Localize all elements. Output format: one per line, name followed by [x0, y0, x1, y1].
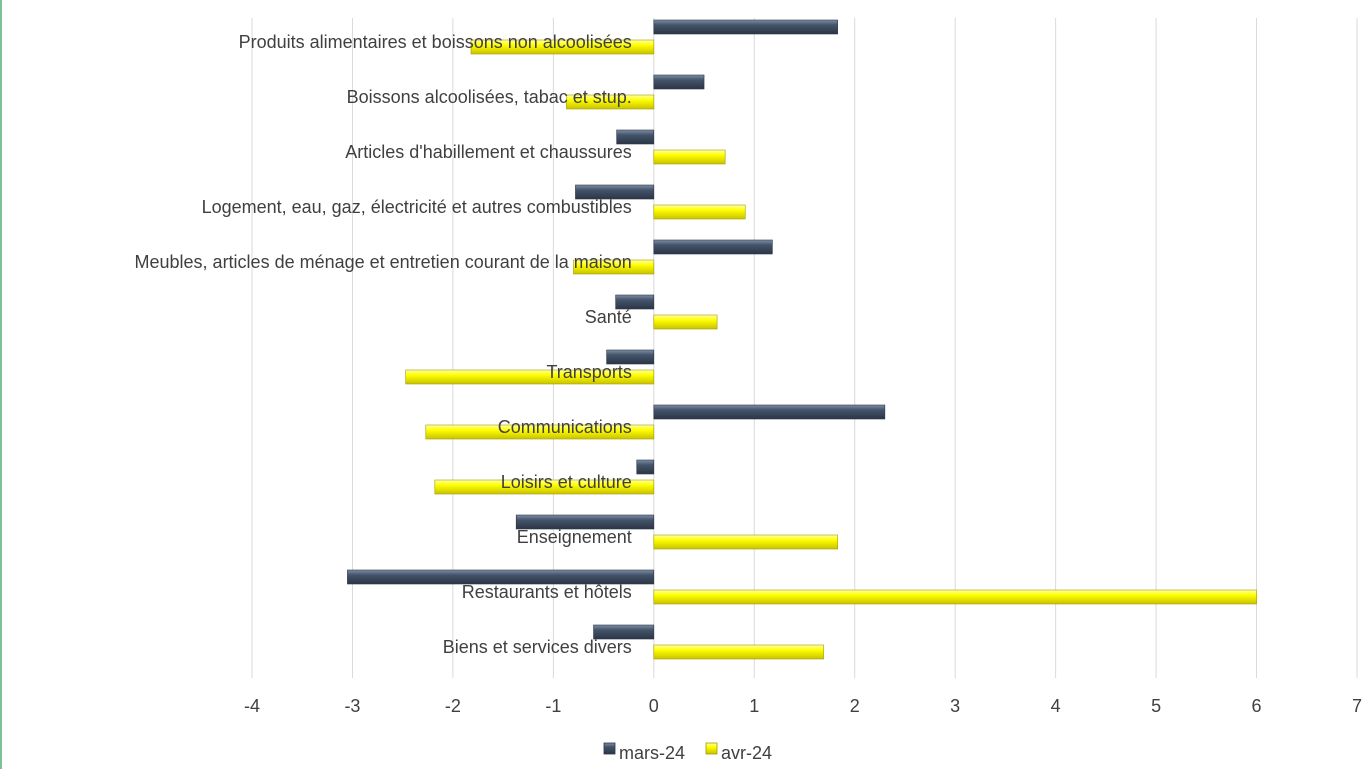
category-label: Loisirs et culture — [501, 472, 632, 492]
category-label: Santé — [585, 307, 632, 327]
bar-mars-24 — [653, 239, 773, 255]
category-labels: Produits alimentaires et boissons non al… — [135, 32, 632, 657]
category-label: Communications — [498, 417, 632, 437]
x-tick-label: -4 — [244, 696, 260, 716]
bar-mars-24 — [615, 294, 655, 310]
bar-avr-24 — [470, 39, 655, 55]
x-tick-label: 5 — [1151, 696, 1161, 716]
legend-label-mars-24: mars-24 — [619, 743, 685, 763]
gridlines — [251, 18, 1358, 678]
category-label: Restaurants et hôtels — [462, 582, 632, 602]
bar-avr-24 — [573, 259, 655, 275]
x-tick-label: 4 — [1051, 696, 1061, 716]
bar-avr-24 — [653, 534, 838, 550]
legend-swatch-mars-24 — [603, 742, 616, 755]
x-tick-label: 6 — [1252, 696, 1262, 716]
category-label: Articles d'habillement et chaussures — [345, 142, 632, 162]
bar-avr-24 — [405, 369, 655, 385]
x-tick-label: 0 — [649, 696, 659, 716]
category-label: Meubles, articles de ménage et entretien… — [135, 252, 632, 272]
x-tick-label: 1 — [749, 696, 759, 716]
bar-avr-24 — [434, 479, 655, 495]
bar-avr-24 — [653, 149, 726, 165]
bar-mars-24 — [575, 184, 655, 200]
bar-avr-24 — [653, 314, 718, 330]
bar-mars-24 — [347, 569, 655, 585]
x-axis-ticks: -4 -3 -2 -1 0 1 2 3 4 5 6 7 — [244, 696, 1362, 716]
bar-mars-24 — [593, 624, 655, 640]
bar-avr-24 — [425, 424, 655, 440]
category-label: Enseignement — [517, 527, 632, 547]
bar-mars-24 — [653, 404, 886, 420]
category-label: Transports — [546, 362, 631, 382]
bar-mars-24 — [515, 514, 655, 530]
legend: mars-24 avr-24 — [603, 742, 772, 763]
bar-mars-24 — [606, 349, 655, 365]
bar-mars-24 — [616, 129, 655, 145]
legend-swatch-avr-24 — [705, 742, 718, 755]
bar-avr-24 — [653, 204, 746, 220]
bar-mars-24 — [653, 74, 705, 90]
category-label: Produits alimentaires et boissons non al… — [239, 32, 632, 52]
category-label: Logement, eau, gaz, électricité et autre… — [202, 197, 632, 217]
bars — [347, 19, 1257, 660]
x-tick-label: -3 — [344, 696, 360, 716]
bar-avr-24 — [566, 94, 655, 110]
x-tick-label: -2 — [445, 696, 461, 716]
bar-mars-24 — [636, 459, 655, 475]
bar-mars-24 — [653, 19, 838, 35]
legend-label-avr-24: avr-24 — [721, 743, 772, 763]
x-tick-label: -1 — [545, 696, 561, 716]
category-label: Boissons alcoolisées, tabac et stup. — [347, 87, 632, 107]
category-label: Biens et services divers — [443, 637, 632, 657]
x-tick-label: 7 — [1352, 696, 1362, 716]
x-tick-label: 2 — [850, 696, 860, 716]
bar-avr-24 — [653, 589, 1257, 605]
x-tick-label: 3 — [950, 696, 960, 716]
bar-avr-24 — [653, 644, 824, 660]
